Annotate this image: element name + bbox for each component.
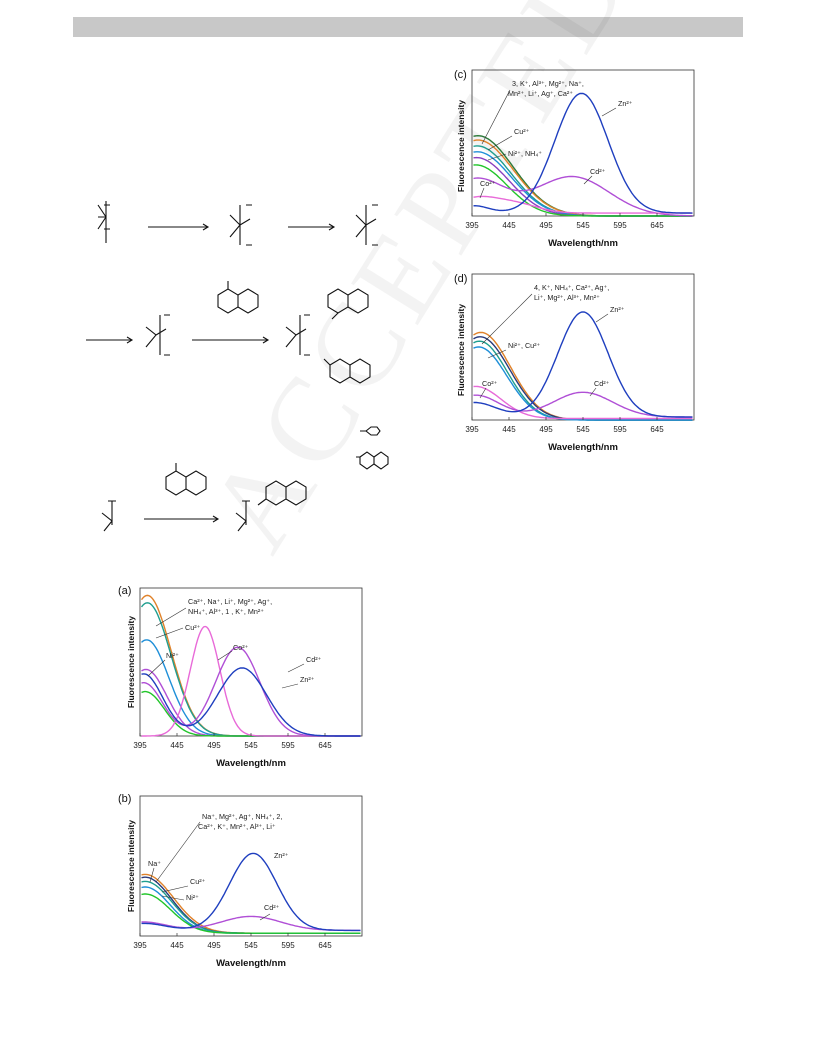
series-line [473, 311, 693, 418]
x-axis-label: Wavelength/nm [216, 758, 286, 769]
panel-label: (c) [454, 69, 467, 81]
x-tick-label: 545 [576, 425, 590, 434]
series-line [141, 668, 361, 737]
annotation: Cd²⁺ [264, 903, 280, 912]
y-axis-label: Fluorescence intensity [456, 100, 466, 192]
x-axis-label: Wavelength/nm [216, 958, 286, 969]
x-axis-label: Wavelength/nm [548, 238, 618, 249]
x-tick-label: 395 [133, 941, 147, 950]
x-tick-label: 645 [318, 941, 332, 950]
series-line [473, 134, 693, 217]
series-line [473, 336, 693, 421]
series-line [473, 145, 693, 217]
annotation: Cu²⁺ [514, 127, 530, 136]
x-axis-label: Wavelength/nm [548, 442, 618, 453]
x-tick-label: 445 [502, 425, 516, 434]
series-line [473, 385, 693, 420]
chart-c: (c) 395 445 495 545 595 645 Wavelength/nm Flu… [454, 69, 695, 249]
annotation: Zn²⁺ [300, 675, 315, 684]
annotation: Li⁺, Mg²⁺, Al³⁺, Mn²⁺ [534, 293, 600, 302]
annotation: Co²⁺ [482, 379, 498, 388]
y-axis-label: Fluorescence intensity [126, 820, 136, 912]
annotation: 3, K⁺, Al³⁺, Mg²⁺, Na⁺, [512, 79, 584, 88]
annotation: Ni²⁺ [186, 893, 199, 902]
chart-b: (b) 395 445 495 545 595 645 Wavelength/nm Flu… [118, 793, 363, 969]
page-header-bar [73, 17, 743, 37]
x-tick-label: 395 [465, 425, 479, 434]
series-line [473, 346, 693, 421]
x-tick-label: 545 [576, 221, 590, 230]
annotation: 4, K⁺, NH₄⁺, Ca²⁺, Ag⁺, [534, 283, 609, 292]
annotation: Na⁺, Mg²⁺, Ag⁺, NH₄⁺, 2, [202, 812, 282, 821]
series-line [141, 690, 361, 737]
series-line [141, 852, 361, 932]
annotation: Cd²⁺ [306, 655, 322, 664]
x-tick-label: 445 [170, 741, 184, 750]
series-line [141, 915, 361, 932]
annotation: Cu²⁺ [185, 623, 201, 632]
y-axis-label: Fluorescence intensity [456, 304, 466, 396]
chart-a: (a) 395 445 495 545 595 645 Wavelength/nm Flu… [118, 585, 363, 769]
x-tick-label: 595 [613, 221, 627, 230]
annotation: Cu²⁺ [190, 877, 206, 886]
series-layer [473, 92, 693, 217]
annotation: Co²⁺ [480, 179, 496, 188]
series-layer [141, 852, 361, 934]
annotation: Cd²⁺ [590, 167, 606, 176]
annotation: Cd²⁺ [594, 379, 610, 388]
x-tick-label: 545 [244, 741, 258, 750]
x-tick-layer: 395 445 495 545 595 645 [465, 213, 664, 230]
series-layer [473, 311, 693, 421]
series-line [473, 92, 693, 214]
x-tick-label: 495 [539, 425, 553, 434]
annotation: Ni²⁺, Cu²⁺ [508, 341, 541, 350]
annotation: Ni²⁺, NH₄⁺ [508, 149, 542, 158]
plot-frame [471, 69, 695, 217]
x-tick-label: 445 [502, 221, 516, 230]
x-tick-label: 645 [318, 741, 332, 750]
x-tick-label: 395 [133, 741, 147, 750]
x-tick-layer: 395 445 495 545 595 645 [133, 933, 332, 950]
y-axis-label: Fluorescence intensity [126, 616, 136, 708]
annotation: Ca²⁺, Na⁺, Li⁺, Mg²⁺, Ag⁺, [188, 597, 272, 606]
x-tick-layer: 395 445 495 545 595 645 [133, 733, 332, 750]
x-tick-label: 595 [281, 741, 295, 750]
x-tick-label: 645 [650, 425, 664, 434]
series-line [141, 667, 361, 737]
annotation: Zn²⁺ [274, 851, 289, 860]
x-tick-label: 395 [465, 221, 479, 230]
series-line [473, 156, 693, 217]
panel-label: (b) [118, 793, 131, 805]
x-tick-label: 595 [281, 941, 295, 950]
annotation: Zn²⁺ [610, 305, 625, 314]
annotation: Co²⁺ [233, 643, 249, 652]
x-tick-label: 495 [207, 741, 221, 750]
x-tick-label: 595 [613, 425, 627, 434]
synthesis-scheme [86, 201, 389, 532]
annotation: Na⁺ [148, 859, 161, 868]
annotation: Zn²⁺ [618, 99, 633, 108]
annotation: Mn²⁺, Li⁺, Ag⁺, Ca²⁺ [508, 89, 573, 98]
x-tick-label: 445 [170, 941, 184, 950]
series-layer [140, 594, 361, 737]
chart-d: (d) 395 445 495 545 595 645 Wavelength/nm Flu… [454, 273, 695, 453]
series-line [473, 391, 693, 418]
x-tick-label: 645 [650, 221, 664, 230]
panel-label: (d) [454, 273, 467, 285]
annotation: Ni²⁺ [166, 651, 179, 660]
x-tick-label: 495 [207, 941, 221, 950]
x-tick-layer: 395 445 495 545 595 645 [465, 417, 664, 434]
series-line [473, 340, 693, 421]
panel-label: (a) [118, 585, 131, 597]
annotation: NH₄⁺, Al³⁺, 1 , K⁺, Mn²⁺ [188, 607, 264, 616]
annotation: Ca²⁺, K⁺, Mn²⁺, Al³⁺, Li⁺ [198, 822, 276, 831]
x-tick-label: 495 [539, 221, 553, 230]
x-tick-label: 545 [244, 941, 258, 950]
